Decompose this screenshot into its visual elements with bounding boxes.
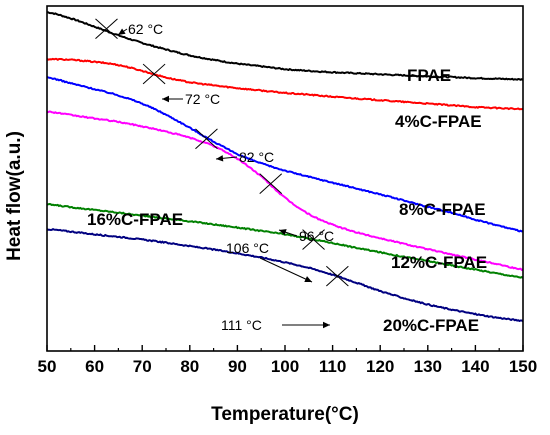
- x-tick-label-110: 110: [319, 357, 346, 376]
- series-label-12pctc-fpae: 12%C-FPAE: [391, 253, 487, 272]
- x-tick-label-80: 80: [180, 357, 199, 376]
- series-line-20pctc-fpae: [46, 228, 524, 323]
- x-tick-label-90: 90: [228, 357, 247, 376]
- series-label-8pctc-fpae: 8%C-FPAE: [399, 200, 486, 219]
- annotation-72-c: 72 °C: [162, 91, 220, 107]
- transition-marker-106-c: [302, 229, 325, 250]
- x-axis-title: Temperature(°C): [211, 404, 359, 425]
- series-line-fpae: [46, 11, 524, 81]
- series-layer: [46, 11, 524, 323]
- annotation-arrowhead: [216, 155, 224, 162]
- transition-marker-111-c: [326, 265, 349, 287]
- x-tick-label-60: 60: [85, 357, 104, 376]
- series-line-4pctc-fpae: [46, 57, 524, 111]
- annotation-label-62-c: 62 °C: [128, 21, 163, 37]
- series-line-8pctc-fpae: [46, 75, 524, 233]
- series-label-fpae: FPAE: [407, 66, 451, 85]
- series-line-12pctc-fpae: [46, 110, 524, 271]
- annotation-label-82-c: 82 °C: [239, 149, 274, 165]
- x-tick-label-100: 100: [271, 357, 299, 376]
- annotation-arrow-line: [259, 257, 313, 283]
- transition-marker-82-c: [195, 128, 218, 150]
- tick-layer: [46, 345, 524, 351]
- x-tick-label-140: 140: [461, 357, 489, 376]
- label-layer: 50 60 70 80 90 100 110 120 130 140 150 FPAE 4%C-FPAE…: [38, 21, 538, 376]
- annotation-arrowhead: [304, 276, 312, 282]
- annotation-label-96-c: 96 °C: [299, 228, 334, 244]
- series-label-20pctc-fpae: 20%C-FPAE: [383, 316, 479, 335]
- annotation-62-c: 62 °C: [117, 21, 163, 37]
- annotation-arrowhead: [118, 28, 126, 35]
- x-tick-label-150: 150: [509, 357, 537, 376]
- y-axis-title: Heat flow(a.u.): [4, 131, 25, 261]
- series-label-16pctc-fpae: 16%C-FPAE: [87, 210, 183, 229]
- transition-marker-96-c: [259, 173, 283, 194]
- x-tick-label-120: 120: [366, 357, 394, 376]
- annotation-arrowhead: [279, 229, 287, 236]
- series-label-4pctc-fpae: 4%C-FPAE: [395, 112, 482, 131]
- annotation-label-72-c: 72 °C: [185, 91, 220, 107]
- annotation-96-c: 96 °C: [278, 228, 334, 244]
- series-line-16pctc-fpae: [46, 202, 524, 279]
- annotation-arrowhead: [162, 95, 169, 103]
- annotation-82-c: 82 °C: [215, 149, 274, 165]
- x-tick-label-50: 50: [38, 357, 57, 376]
- annotation-arrowhead: [323, 321, 330, 329]
- annotation-111-c: 111 °C: [221, 317, 330, 333]
- annotation-label-111-c: 111 °C: [221, 317, 262, 333]
- transition-marker-62-c: [95, 18, 118, 40]
- marker-layer: [95, 18, 349, 287]
- annotation-label-106-c: 106 °C: [226, 240, 269, 256]
- annotation-106-c: 106 °C: [226, 240, 313, 283]
- x-tick-label-130: 130: [414, 357, 442, 376]
- transition-marker-72-c: [142, 63, 166, 85]
- plot-frame: [46, 5, 524, 352]
- x-tick-label-70: 70: [133, 357, 152, 376]
